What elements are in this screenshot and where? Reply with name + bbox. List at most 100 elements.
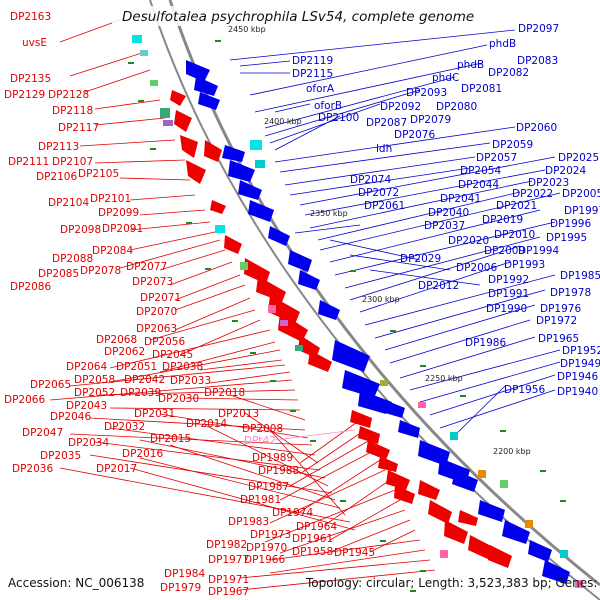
gene-label[interactable]: DP2047 [22,427,63,439]
gene-label[interactable]: DP2038 [162,361,203,373]
gene-label[interactable]: DP2024 [545,165,586,177]
gene-label[interactable]: DP2009 [484,245,525,257]
gene-label[interactable]: DP2113 [38,141,79,153]
gene-label[interactable]: DP2100 [318,112,359,124]
gene-label[interactable]: DP1995 [546,232,587,244]
gene-label[interactable]: DP2037 [424,220,465,232]
gene-label[interactable]: DP1964 [296,521,337,533]
gene-label[interactable]: DP1949 [560,358,600,370]
gene-label[interactable]: DP2086 [10,281,51,293]
gene-label[interactable]: ldh [376,143,392,155]
gene-label[interactable]: DP2115 [292,68,333,80]
gene-label[interactable]: DP2052 [74,387,115,399]
gene-label[interactable]: DP1978 [550,287,591,299]
gene-label[interactable]: DP2061 [364,200,405,212]
gene-label[interactable]: DPt42 [244,435,276,447]
gene-label[interactable]: DP2063 [136,323,177,335]
gene-label[interactable]: DP2083 [517,55,558,67]
gene-label[interactable]: DP1961 [292,533,333,545]
gene-label[interactable]: DP1940 [557,386,598,398]
gene-label[interactable]: DP2080 [436,101,477,113]
gene-label[interactable]: DP2070 [136,306,177,318]
gene-label[interactable]: DP1952 [562,345,600,357]
gene-label[interactable]: DP2062 [104,346,145,358]
gene-label[interactable]: DP1956 [504,384,545,396]
gene-label[interactable]: DP1992 [488,274,529,286]
gene-label[interactable]: DP1970 [246,542,287,554]
gene-label[interactable]: DP2081 [461,83,502,95]
gene-label[interactable]: DP1977 [208,554,249,566]
gene-label[interactable]: DP2035 [40,450,81,462]
gene-label[interactable]: DP2036 [12,463,53,475]
gene-label[interactable]: DP1982 [206,539,247,551]
gene-label[interactable]: DP2054 [460,165,501,177]
gene-label[interactable]: DP2042 [124,374,165,386]
gene-label[interactable]: DP2078 [80,265,121,277]
gene-label[interactable]: DP1983 [228,516,269,528]
gene-label[interactable]: DP1993 [504,259,545,271]
gene-label[interactable]: DP2098 [60,224,101,236]
gene-label[interactable]: DP2058 [74,374,115,386]
gene-label[interactable]: oforA [306,83,335,95]
gene-label[interactable]: DP2017 [96,463,137,475]
gene-label[interactable]: DP2005 [562,188,600,200]
gene-label[interactable]: DP2079 [410,114,451,126]
gene-label[interactable]: DP1965 [538,333,579,345]
gene-label[interactable]: DP2060 [516,122,557,134]
gene-label[interactable]: DP1990 [486,303,527,315]
gene-label[interactable]: DP1971 [208,574,249,586]
gene-label[interactable]: DP2030 [158,393,199,405]
gene-label[interactable]: DP1966 [244,554,285,566]
gene-label[interactable]: DP2016 [122,448,163,460]
gene-label[interactable]: DP2012 [418,280,459,292]
gene-label[interactable]: DP2097 [518,23,559,35]
gene-label[interactable]: DP2029 [400,253,441,265]
gene-label[interactable]: DP2046 [50,411,91,423]
gene-label[interactable]: DP2014 [186,418,227,430]
gene-label[interactable]: DP2020 [448,235,489,247]
gene-label[interactable]: DP1996 [550,218,591,230]
gene-label[interactable]: DP2092 [380,101,421,113]
gene-label[interactable]: phdB [457,59,484,71]
gene-label[interactable]: DP2044 [458,179,499,191]
gene-label[interactable]: uvsE [22,37,47,49]
gene-label[interactable]: DP2084 [92,245,133,257]
gene-label[interactable]: DP2128 [48,89,89,101]
gene-label[interactable]: DP1979 [160,582,201,594]
gene-label[interactable]: DP2064 [66,361,107,373]
gene-label[interactable]: DP2099 [98,207,139,219]
gene-label[interactable]: DP1985 [560,270,600,282]
gene-label[interactable]: DP1994 [518,245,559,257]
gene-label[interactable]: DP1991 [488,288,529,300]
gene-label[interactable]: DP2013 [218,408,259,420]
gene-label[interactable]: oforB [314,100,342,112]
gene-label[interactable]: DP1958 [292,546,333,558]
gene-label[interactable]: DP2105 [78,168,119,180]
gene-label[interactable]: DP2066 [4,394,45,406]
gene-label[interactable]: DP2101 [90,193,131,205]
gene-label[interactable]: DP2082 [488,67,529,79]
gene-label[interactable]: DP2107 [52,156,93,168]
gene-label[interactable]: DP1946 [557,371,598,383]
gene-label[interactable]: DP1976 [540,303,581,315]
gene-label[interactable]: DP1967 [208,586,249,598]
gene-label[interactable]: DP2023 [528,177,569,189]
gene-label[interactable]: DP2093 [406,87,447,99]
gene-label[interactable]: DP2077 [126,261,167,273]
gene-label[interactable]: DP2031 [134,408,175,420]
gene-label[interactable]: DP2056 [144,336,185,348]
gene-label[interactable]: DP2163 [10,11,51,23]
gene-label[interactable]: DP2025 [558,152,599,164]
gene-label[interactable]: DP1997 [564,205,600,217]
gene-label[interactable]: DP2039 [120,387,161,399]
gene-label[interactable]: phdB [489,38,516,50]
gene-label[interactable]: DP2135 [10,73,51,85]
gene-label[interactable]: DP2104 [48,197,89,209]
gene-label[interactable]: DP2076 [394,129,435,141]
gene-label[interactable]: DP1972 [536,315,577,327]
gene-label[interactable]: DP1987 [248,481,289,493]
gene-label[interactable]: DP2117 [58,122,99,134]
gene-label[interactable]: DP2022 [512,188,553,200]
gene-label[interactable]: DP2106 [36,171,77,183]
gene-label[interactable]: DP2057 [476,152,517,164]
